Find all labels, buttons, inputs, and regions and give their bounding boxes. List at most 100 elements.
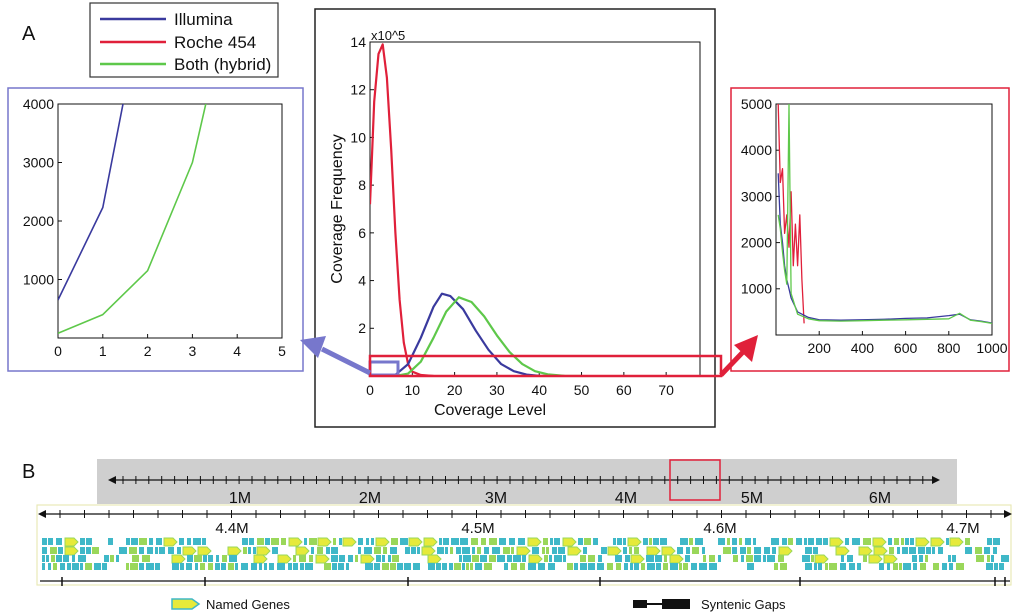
x-tick-label: 1000 — [976, 340, 1007, 356]
top-axis-label: 3M — [485, 490, 507, 507]
gene-block — [417, 547, 420, 554]
named-gene-arrow — [360, 554, 375, 564]
genome-gray-band — [97, 459, 957, 504]
named-gene-arrow — [64, 537, 79, 547]
gene-block — [625, 555, 630, 562]
gene-block — [456, 547, 461, 554]
detail-axis-label: 4.7M — [946, 520, 979, 537]
gene-block — [442, 563, 447, 570]
named-gene-arrow — [630, 554, 645, 564]
gene-block — [663, 563, 668, 570]
gene-block — [460, 538, 468, 545]
gene-block — [67, 563, 71, 570]
gene-block — [629, 547, 632, 554]
gene-block — [445, 547, 448, 554]
gene-block — [518, 538, 525, 545]
gene-block — [863, 538, 871, 545]
gene-block — [139, 538, 147, 545]
gene-block — [695, 538, 703, 545]
gene-block — [392, 555, 399, 562]
gene-block — [397, 563, 403, 570]
gene-block — [788, 538, 793, 545]
gene-block — [567, 563, 573, 570]
gene-block — [646, 555, 654, 562]
gene-block — [999, 563, 1004, 570]
named-gene-arrow — [64, 546, 79, 556]
gene-block — [780, 563, 787, 570]
gene-block — [598, 555, 602, 562]
gene-block — [459, 555, 462, 562]
top-axis-ticks — [122, 476, 924, 484]
gene-block — [840, 563, 846, 570]
gene-block — [42, 563, 45, 570]
named-gene-arrow — [197, 546, 212, 556]
syntenic-gaps-legend-label: Syntenic Gaps — [701, 597, 786, 612]
x-tick-label: 800 — [937, 340, 961, 356]
gene-block — [574, 563, 578, 570]
gene-block — [147, 547, 153, 554]
gene-block — [532, 547, 539, 554]
gene-block — [130, 563, 138, 570]
arrow-to-right-zoom — [719, 335, 758, 377]
top-axis-label: 4M — [615, 490, 637, 507]
gene-block — [229, 555, 237, 562]
gene-block — [925, 555, 928, 562]
panel-label-a: A — [22, 23, 36, 45]
y-tick-label: 14 — [350, 34, 366, 50]
named-gene-arrow — [163, 537, 178, 547]
gene-block — [48, 563, 51, 570]
gene-block — [481, 538, 486, 545]
gene-block — [324, 563, 331, 570]
gene-block — [92, 547, 99, 554]
gene-block — [462, 547, 470, 554]
gene-block — [86, 538, 92, 545]
named-gene-arrow — [562, 537, 577, 547]
gene-block — [339, 555, 345, 562]
gene-block — [520, 563, 525, 570]
gene-block — [623, 547, 627, 554]
named-gene-arrow — [661, 546, 676, 556]
detail-axis-label: 4.4M — [215, 520, 248, 537]
gap-axis-ticks — [61, 577, 1006, 586]
gene-block — [601, 547, 607, 554]
gene-block — [108, 538, 113, 545]
gene-block — [747, 547, 751, 554]
gene-block — [338, 563, 344, 570]
gene-block — [326, 547, 330, 554]
detail-axis-left-arrow — [38, 510, 46, 518]
gene-block — [956, 563, 964, 570]
gene-block — [309, 538, 317, 545]
named-gene-arrow — [835, 546, 850, 556]
gene-block — [194, 555, 202, 562]
detail-axis-ticks — [59, 510, 992, 518]
gene-block — [607, 563, 613, 570]
gene-block — [142, 555, 150, 562]
gene-block — [692, 547, 699, 554]
gene-block — [466, 563, 469, 570]
named-gene-arrow — [423, 537, 438, 547]
gene-block — [346, 563, 349, 570]
gene-block — [195, 563, 198, 570]
gene-block — [991, 555, 994, 562]
named-gene-arrow — [814, 554, 829, 564]
gene-block — [528, 563, 536, 570]
x-tick-label: 0 — [54, 343, 62, 359]
gene-block — [376, 555, 381, 562]
gene-block — [818, 563, 822, 570]
gene-block — [139, 563, 144, 570]
named-gene-arrow — [227, 546, 242, 556]
gene-block — [477, 547, 481, 554]
gene-block — [281, 538, 286, 545]
gene-block — [852, 538, 860, 545]
gene-block — [56, 538, 62, 545]
gene-block — [259, 563, 262, 570]
right-zoom-chart: 200 400 600 800 1000 1000 2000 3000 4000 5000 — [741, 96, 1008, 356]
gene-block — [583, 547, 587, 554]
gene-block — [221, 563, 226, 570]
gene-block — [946, 538, 949, 545]
gene-block — [383, 547, 387, 554]
gene-block — [489, 538, 497, 545]
gene-block — [358, 547, 361, 554]
gene-block — [428, 563, 435, 570]
y-tick-label: 2000 — [23, 213, 54, 229]
